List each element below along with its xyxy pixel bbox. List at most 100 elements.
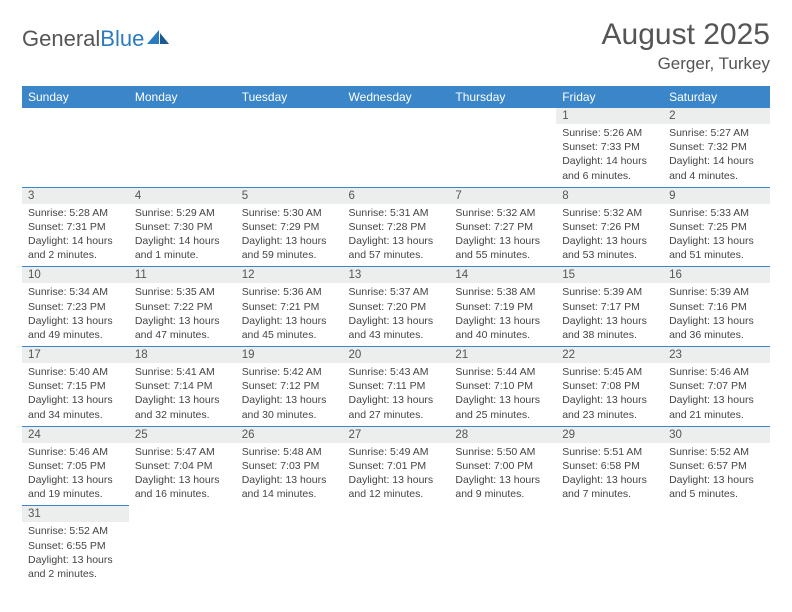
daylight-text: Daylight: 13 hours and 49 minutes. (28, 314, 123, 342)
sunset-text: Sunset: 7:23 PM (28, 300, 123, 314)
sunset-text: Sunset: 7:26 PM (562, 220, 657, 234)
daylight-text: Daylight: 13 hours and 47 minutes. (135, 314, 230, 342)
calendar-day-cell: 3Sunrise: 5:28 AMSunset: 7:31 PMDaylight… (22, 187, 129, 267)
day-content: Sunrise: 5:35 AMSunset: 7:22 PMDaylight:… (129, 283, 236, 346)
sunrise-text: Sunrise: 5:40 AM (28, 365, 123, 379)
daylight-text: Daylight: 13 hours and 38 minutes. (562, 314, 657, 342)
calendar-week-row: 3Sunrise: 5:28 AMSunset: 7:31 PMDaylight… (22, 187, 770, 267)
sunset-text: Sunset: 7:16 PM (669, 300, 764, 314)
day-content: Sunrise: 5:39 AMSunset: 7:16 PMDaylight:… (663, 283, 770, 346)
day-number: 26 (236, 427, 343, 443)
sunrise-text: Sunrise: 5:50 AM (455, 445, 550, 459)
sunset-text: Sunset: 7:07 PM (669, 379, 764, 393)
day-number: 27 (343, 427, 450, 443)
sunrise-text: Sunrise: 5:32 AM (455, 206, 550, 220)
daylight-text: Daylight: 13 hours and 45 minutes. (242, 314, 337, 342)
sunset-text: Sunset: 7:15 PM (28, 379, 123, 393)
day-number: 21 (449, 347, 556, 363)
weekday-header: Monday (129, 86, 236, 108)
calendar-day-cell: 28 Sunrise: 5:50 AMSunset: 7:00 PMDayligh… (449, 426, 556, 506)
day-content: Sunrise: 5:26 AMSunset: 7:33 PMDaylight:… (556, 124, 663, 187)
day-number: 28 (449, 427, 556, 443)
day-content: Sunrise: 5:44 AMSunset: 7:10 PMDaylight:… (449, 363, 556, 426)
day-number: 22 (556, 347, 663, 363)
calendar-day-cell: 2Sunrise: 5:27 AMSunset: 7:32 PMDaylight… (663, 108, 770, 187)
day-number: 1 (556, 108, 663, 124)
daylight-text: Daylight: 13 hours and 43 minutes. (349, 314, 444, 342)
sunset-text: Sunset: 6:57 PM (669, 459, 764, 473)
calendar-week-row: 10Sunrise: 5:34 AMSunset: 7:23 PMDayligh… (22, 267, 770, 347)
weekday-header-row: Sunday Monday Tuesday Wednesday Thursday… (22, 86, 770, 108)
day-number: 30 (663, 427, 770, 443)
weekday-header: Sunday (22, 86, 129, 108)
daylight-text: Daylight: 13 hours and 5 minutes. (669, 473, 764, 501)
sunrise-text: Sunrise: 5:36 AM (242, 285, 337, 299)
daylight-text: Daylight: 13 hours and 40 minutes. (455, 314, 550, 342)
sunrise-text: Sunrise: 5:30 AM (242, 206, 337, 220)
calendar-day-cell: 31Sunrise: 5:52 AMSunset: 6:55 PMDayligh… (22, 506, 129, 585)
day-content: Sunrise: 5:39 AMSunset: 7:17 PMDaylight:… (556, 283, 663, 346)
day-content: Sunrise: 5:33 AMSunset: 7:25 PMDaylight:… (663, 204, 770, 267)
day-number: 24 (22, 427, 129, 443)
day-content: Sunrise: 5:32 AMSunset: 7:26 PMDaylight:… (556, 204, 663, 267)
day-content: Sunrise: 5:34 AMSunset: 7:23 PMDaylight:… (22, 283, 129, 346)
day-content: Sunrise: 5:28 AMSunset: 7:31 PMDaylight:… (22, 204, 129, 267)
sunrise-text: Sunrise: 5:49 AM (349, 445, 444, 459)
calendar-day-cell: 9Sunrise: 5:33 AMSunset: 7:25 PMDaylight… (663, 187, 770, 267)
daylight-text: Daylight: 13 hours and 30 minutes. (242, 393, 337, 421)
sunrise-text: Sunrise: 5:39 AM (669, 285, 764, 299)
calendar-day-cell: 26Sunrise: 5:48 AMSunset: 7:03 PMDayligh… (236, 426, 343, 506)
daylight-text: Daylight: 13 hours and 9 minutes. (455, 473, 550, 501)
calendar-day-cell: 20Sunrise: 5:43 AMSunset: 7:11 PMDayligh… (343, 347, 450, 427)
weekday-header: Tuesday (236, 86, 343, 108)
sunset-text: Sunset: 7:05 PM (28, 459, 123, 473)
day-content: Sunrise: 5:45 AMSunset: 7:08 PMDaylight:… (556, 363, 663, 426)
day-number: 11 (129, 267, 236, 283)
day-number: 15 (556, 267, 663, 283)
daylight-text: Daylight: 13 hours and 51 minutes. (669, 234, 764, 262)
sunset-text: Sunset: 7:31 PM (28, 220, 123, 234)
calendar-day-cell: 15Sunrise: 5:39 AMSunset: 7:17 PMDayligh… (556, 267, 663, 347)
day-number: 12 (236, 267, 343, 283)
calendar-day-cell (449, 506, 556, 585)
daylight-text: Daylight: 13 hours and 34 minutes. (28, 393, 123, 421)
day-content: Sunrise: 5:46 AMSunset: 7:07 PMDaylight:… (663, 363, 770, 426)
calendar-day-cell: 6Sunrise: 5:31 AMSunset: 7:28 PMDaylight… (343, 187, 450, 267)
sunset-text: Sunset: 6:55 PM (28, 539, 123, 553)
calendar-day-cell: 5Sunrise: 5:30 AMSunset: 7:29 PMDaylight… (236, 187, 343, 267)
calendar-day-cell (22, 108, 129, 187)
day-number: 14 (449, 267, 556, 283)
day-number: 29 (556, 427, 663, 443)
logo-text-1: General (22, 26, 100, 52)
day-number: 8 (556, 188, 663, 204)
day-number: 9 (663, 188, 770, 204)
sunrise-text: Sunrise: 5:42 AM (242, 365, 337, 379)
calendar-day-cell: 30Sunrise: 5:52 AMSunset: 6:57 PMDayligh… (663, 426, 770, 506)
calendar-day-cell: 17Sunrise: 5:40 AMSunset: 7:15 PMDayligh… (22, 347, 129, 427)
day-content: Sunrise: 5:40 AMSunset: 7:15 PMDaylight:… (22, 363, 129, 426)
sunset-text: Sunset: 7:21 PM (242, 300, 337, 314)
calendar-day-cell: 22Sunrise: 5:45 AMSunset: 7:08 PMDayligh… (556, 347, 663, 427)
sunrise-text: Sunrise: 5:52 AM (28, 524, 123, 538)
day-number: 17 (22, 347, 129, 363)
daylight-text: Daylight: 13 hours and 53 minutes. (562, 234, 657, 262)
header: GeneralBlue August 2025 Gerger, Turkey (22, 18, 770, 74)
day-content: Sunrise: 5:47 AMSunset: 7:04 PMDaylight:… (129, 443, 236, 506)
daylight-text: Daylight: 13 hours and 36 minutes. (669, 314, 764, 342)
calendar-day-cell: 16Sunrise: 5:39 AMSunset: 7:16 PMDayligh… (663, 267, 770, 347)
day-content: Sunrise: 5:38 AMSunset: 7:19 PMDaylight:… (449, 283, 556, 346)
sunrise-text: Sunrise: 5:27 AM (669, 126, 764, 140)
sunset-text: Sunset: 7:00 PM (455, 459, 550, 473)
calendar-week-row: 24Sunrise: 5:46 AMSunset: 7:05 PMDayligh… (22, 426, 770, 506)
day-number: 4 (129, 188, 236, 204)
calendar-day-cell: 25Sunrise: 5:47 AMSunset: 7:04 PMDayligh… (129, 426, 236, 506)
calendar-day-cell: 10Sunrise: 5:34 AMSunset: 7:23 PMDayligh… (22, 267, 129, 347)
sunrise-text: Sunrise: 5:34 AM (28, 285, 123, 299)
sunset-text: Sunset: 7:04 PM (135, 459, 230, 473)
sunrise-text: Sunrise: 5:26 AM (562, 126, 657, 140)
calendar-day-cell: 23Sunrise: 5:46 AMSunset: 7:07 PMDayligh… (663, 347, 770, 427)
calendar-day-cell (129, 506, 236, 585)
sunrise-text: Sunrise: 5:48 AM (242, 445, 337, 459)
day-number: 2 (663, 108, 770, 124)
day-content: Sunrise: 5:27 AMSunset: 7:32 PMDaylight:… (663, 124, 770, 187)
